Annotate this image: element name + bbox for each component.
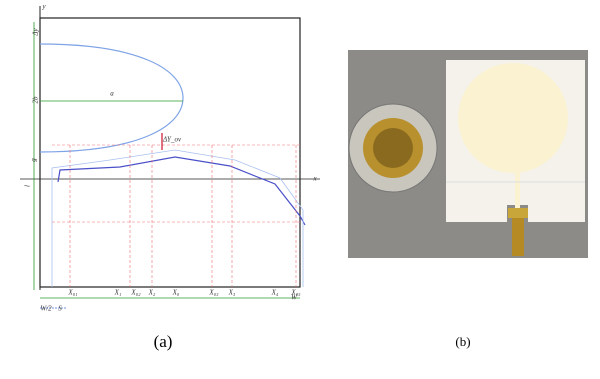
- label: 2b: [32, 96, 40, 104]
- label: X₀: [172, 289, 180, 297]
- label: y: [41, 3, 46, 11]
- label: X₀₃: [208, 289, 219, 297]
- label: X₂: [148, 289, 156, 297]
- caption: (a): [154, 332, 173, 351]
- caption: (b): [455, 334, 470, 349]
- label: Δy: [32, 28, 40, 37]
- label: X₁: [114, 289, 122, 297]
- label: S: [58, 305, 62, 313]
- label: l: [24, 185, 32, 187]
- label: X₀₁: [67, 289, 77, 297]
- label: X₄: [271, 289, 279, 297]
- label: X₃: [228, 289, 236, 297]
- label: a: [110, 90, 114, 98]
- label: W/2: [40, 305, 52, 313]
- antenna-geometry: [20, 6, 320, 308]
- label: ΔY_ov: [162, 136, 182, 144]
- label: X₀₂: [130, 289, 141, 297]
- figure: (a) (b) yxΔy2bglaΔY_ovW/2SWX₀₁X₁X₀₂X₂X₀X…: [0, 0, 600, 379]
- antenna-photo: [348, 50, 588, 258]
- label: g: [30, 158, 38, 162]
- label: X₀₅: [290, 289, 301, 297]
